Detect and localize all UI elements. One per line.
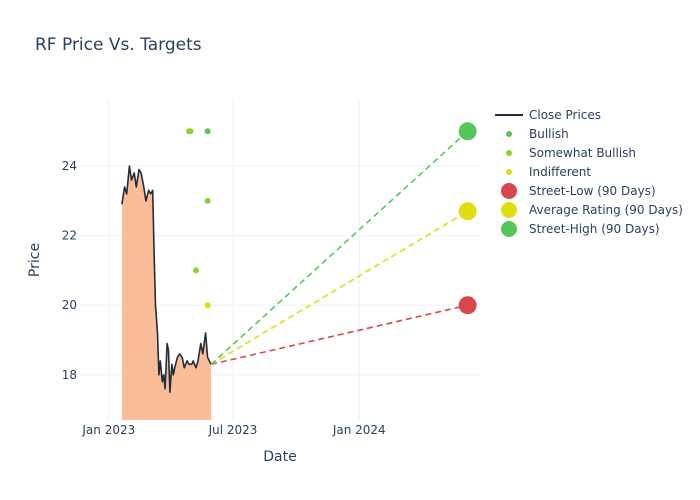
x-tick-label-2: Jan 2024	[332, 423, 386, 437]
rating-point-1-3	[192, 267, 199, 274]
target-line-2	[210, 130, 469, 365]
close-price-path	[121, 165, 212, 393]
close-price-area	[121, 166, 211, 420]
legend-label-2: Somewhat Bullish	[529, 146, 636, 160]
legend-label-1: Bullish	[529, 127, 569, 141]
chart-title: RF Price Vs. Targets	[35, 35, 202, 55]
y-tick-label-0: 18	[62, 368, 77, 382]
close-price-fill	[121, 166, 211, 420]
target-markers	[458, 122, 477, 315]
legend-swatch-4	[501, 183, 517, 199]
legend-swatch-5	[501, 202, 517, 218]
legend-label-5: Average Rating (90 Days)	[529, 203, 683, 217]
target-marker-1	[458, 202, 477, 221]
x-axis-ticks: Jan 2023 Jul 2023 Jan 2024	[81, 423, 385, 437]
legend-swatch-6	[501, 221, 517, 237]
rating-point-2-0	[204, 302, 211, 309]
legend-label-0: Close Prices	[529, 108, 601, 122]
y-tick-label-2: 22	[62, 229, 77, 243]
x-axis-title: Date	[263, 449, 296, 465]
x-tick-label-1: Jul 2023	[208, 423, 258, 437]
analyst-ratings	[186, 128, 211, 309]
x-tick-label-0: Jan 2023	[81, 423, 135, 437]
rating-point-1-1	[187, 128, 194, 135]
legend-label-6: Street-High (90 Days)	[529, 222, 660, 236]
legend-label-3: Indifferent	[529, 165, 591, 179]
rating-point-0-0	[204, 128, 211, 135]
legend-swatch-1	[506, 131, 512, 137]
rating-point-1-2	[204, 197, 211, 204]
legend: Close Prices Bullish Somewhat Bullish Indif…	[495, 108, 683, 237]
target-marker-2	[458, 122, 477, 141]
y-axis-ticks: 18 20 22 24	[62, 159, 77, 382]
y-axis-title: Price	[27, 243, 43, 277]
target-marker-0	[458, 296, 477, 315]
y-tick-label-1: 20	[62, 298, 77, 312]
target-line-0	[210, 304, 468, 366]
close-price-line	[121, 165, 212, 393]
target-lines	[210, 130, 469, 366]
legend-label-4: Street-Low (90 Days)	[529, 184, 656, 198]
target-line-1	[210, 210, 469, 366]
legend-swatch-3	[506, 169, 512, 175]
y-tick-label-3: 24	[62, 159, 77, 173]
legend-swatch-2	[506, 150, 512, 156]
